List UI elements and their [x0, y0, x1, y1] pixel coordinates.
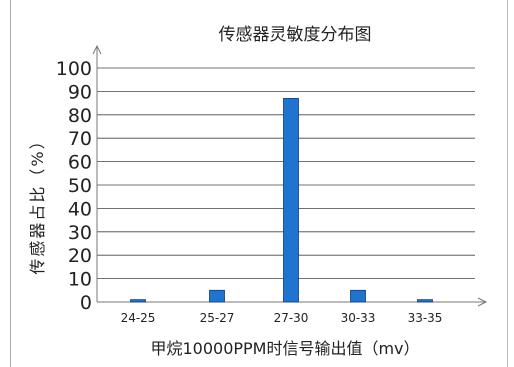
y-tick-label: 70: [68, 128, 92, 150]
y-tick-label: 100: [56, 58, 92, 80]
bar-33-35: [417, 299, 433, 303]
x-axis-label: 甲烷10000PPM时信号输出值（mv）: [150, 339, 419, 358]
x-tick-labels: 24-25 25-27 27-30 30-33 33-35: [121, 311, 443, 325]
bars: [130, 98, 433, 303]
y-tick-label: 60: [68, 152, 92, 174]
y-tick-label: 20: [68, 245, 92, 267]
x-axis-arrow: [477, 297, 488, 307]
y-axis-label: 传感器占比（%）: [28, 131, 47, 274]
y-tick-label: 90: [68, 81, 92, 103]
frame-border-right: [507, 0, 508, 367]
chart-title: 传感器灵敏度分布图: [219, 25, 372, 45]
y-tick-label: 0: [80, 292, 92, 314]
x-tick-label: 27-30: [274, 311, 309, 325]
y-tick-label: 80: [68, 105, 92, 127]
bar-25-27: [209, 289, 225, 303]
x-tick-label: 25-27: [200, 311, 235, 325]
y-axis-arrow: [92, 44, 102, 55]
y-tick-label: 30: [68, 222, 92, 244]
bar-24-25: [130, 299, 146, 303]
x-tick-label: 30-33: [341, 311, 376, 325]
x-tick-label: 24-25: [121, 311, 156, 325]
bar-27-30: [283, 98, 299, 303]
bar-30-33: [350, 289, 366, 303]
frame-border-left: [10, 0, 11, 367]
x-tick-label: 33-35: [408, 311, 443, 325]
y-tick-label: 40: [68, 198, 92, 220]
y-tick-label: 50: [68, 175, 92, 197]
y-tick-label: 10: [68, 269, 92, 291]
